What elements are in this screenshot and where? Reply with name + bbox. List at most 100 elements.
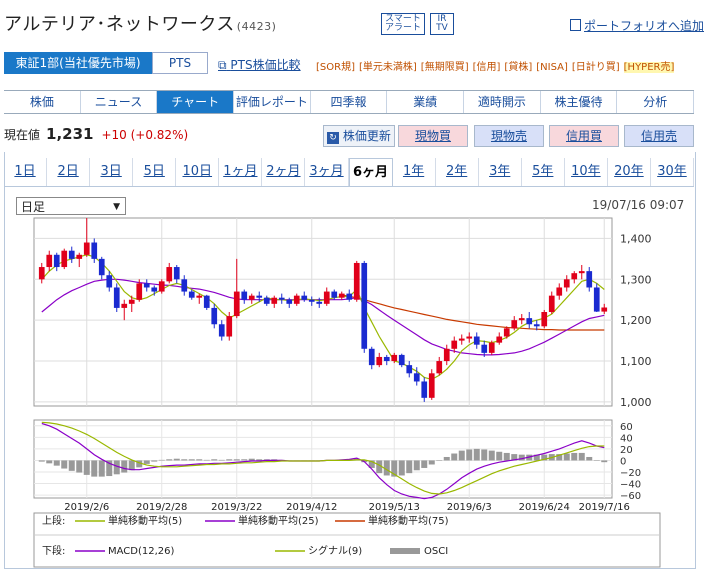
osci-bar [38, 460, 45, 462]
period-tab[interactable]: 5年 [522, 158, 565, 186]
osci-bar [113, 460, 120, 475]
add-portfolio-link[interactable]: ポートフォリオへ追加 [570, 17, 704, 34]
osci-bar [466, 449, 473, 461]
period-tab[interactable]: 1ヶ月 [219, 158, 263, 186]
interval-select[interactable]: 日足 ▼ [16, 197, 126, 215]
margin-buy-button[interactable]: 信用買 [549, 125, 619, 147]
period-tab[interactable]: 30年 [651, 158, 694, 186]
osc-tick-label: −40 [620, 480, 641, 491]
main-nav: 株価 ニュース チャート 評価レポート 四季報 業績 適時開示 株主優待 分析 [4, 90, 695, 114]
date-tick-label: 2019/7/16 [579, 502, 630, 513]
period-tab[interactable]: 10日 [176, 158, 220, 186]
period-tab[interactable]: 1年 [393, 158, 436, 186]
badge-hyper: [HYPER売] [623, 62, 675, 73]
period-tab[interactable]: 3年 [479, 158, 522, 186]
date-tick-label: 2019/2/6 [64, 502, 109, 513]
osci-bar [76, 460, 83, 473]
candle-body [278, 297, 285, 300]
osci-bar [451, 453, 458, 461]
add-portfolio-label: ポートフォリオへ追加 [584, 19, 704, 33]
market-tse1-tab[interactable]: 東証1部(当社優先市場) [4, 52, 152, 74]
osci-bar [233, 459, 240, 461]
candle-body [203, 295, 210, 308]
period-tab[interactable]: 2日 [47, 158, 91, 186]
candle-body [61, 250, 68, 268]
price-update-button[interactable]: ↻ 株価更新 [323, 125, 395, 147]
cash-sell-button[interactable]: 現物売 [474, 125, 544, 147]
company-title: アルテリア･ネットワークス (4423) [4, 10, 276, 36]
smart-alert-button[interactable]: スマート アラート [381, 13, 425, 35]
osci-bar [518, 454, 525, 461]
period-tab[interactable]: 3ヶ月 [305, 158, 349, 186]
candle-body [526, 318, 533, 325]
cash-buy-button[interactable]: 現物買 [398, 125, 468, 147]
osci-bar [83, 460, 90, 475]
candle-body [383, 356, 390, 362]
candle-body [571, 273, 578, 280]
osc-tick-label: 20 [620, 445, 633, 456]
pts-compare-link[interactable]: ⧉ PTS株価比較 [218, 56, 301, 73]
tab-results[interactable]: 業績 [387, 91, 465, 113]
period-tab[interactable]: 20年 [608, 158, 651, 186]
price-tick-label: 1,300 [620, 273, 652, 286]
osci-bar [203, 459, 210, 461]
tab-news[interactable]: ニュース [81, 91, 158, 113]
candle-body [533, 324, 540, 327]
date-tick-label: 2019/5/13 [369, 502, 420, 513]
osci-bar [398, 460, 405, 476]
price-update-label: 株価更新 [342, 129, 391, 143]
candle-body [601, 307, 608, 312]
ir-tv-line1: IR [437, 14, 447, 24]
candle-body [263, 297, 270, 304]
osci-bar [196, 459, 203, 461]
candle-body [436, 361, 443, 374]
period-tab[interactable]: 3日 [90, 158, 134, 186]
tab-analysis[interactable]: 分析 [617, 91, 695, 113]
candle-body [53, 254, 60, 268]
period-tab[interactable]: 2年 [436, 158, 479, 186]
tab-shikiho[interactable]: 四季報 [311, 91, 388, 113]
period-tab[interactable]: 2ヶ月 [262, 158, 306, 186]
period-tab[interactable]: 1日 [4, 158, 48, 186]
osci-bar [128, 460, 135, 471]
period-tab[interactable]: 10年 [565, 158, 608, 186]
candle-body [211, 307, 218, 325]
candle-body [301, 295, 308, 300]
osci-bar [383, 460, 390, 476]
candle-body [578, 271, 585, 274]
candle-body [158, 281, 165, 292]
smart-alert-line2: アラート [384, 23, 421, 33]
period-tab[interactable]: 6ヶ月 [348, 158, 393, 186]
tab-disclosure[interactable]: 適時開示 [464, 91, 541, 113]
tab-price[interactable]: 株価 [4, 91, 81, 113]
badge-lending: [貸株] [504, 62, 533, 73]
osci-bar [563, 453, 570, 461]
osci-bar [53, 460, 60, 466]
tab-benefits[interactable]: 株主優待 [541, 91, 618, 113]
price-value: 1,231 [46, 125, 94, 143]
candle-body [83, 242, 90, 255]
market-pts-tab[interactable]: PTS [152, 52, 208, 74]
osci-bar [158, 459, 165, 461]
candle-body [541, 312, 548, 327]
date-tick-label: 2019/2/28 [136, 502, 187, 513]
candle-body [586, 271, 593, 288]
candle-body [128, 299, 135, 304]
tab-chart[interactable]: チャート [157, 91, 235, 113]
osc-plot-frame [33, 419, 613, 499]
legend-ma75-label: 単純移動平均(75) [368, 514, 449, 527]
candle-body [233, 291, 240, 317]
candle-body [316, 301, 323, 304]
margin-sell-button[interactable]: 信用売 [624, 125, 694, 147]
osci-bar [143, 460, 150, 464]
candle-body [271, 297, 278, 304]
period-tab[interactable]: 5日 [133, 158, 177, 186]
osci-bar [166, 459, 173, 461]
candle-body [503, 328, 510, 337]
stock-code: (4423) [236, 20, 277, 33]
price-row: 現在値 1,231 +10 (+0.82%) [4, 125, 188, 143]
candle-body [593, 287, 600, 312]
ir-tv-button[interactable]: IR TV [430, 13, 454, 35]
tab-rating[interactable]: 評価レポート [234, 91, 311, 113]
